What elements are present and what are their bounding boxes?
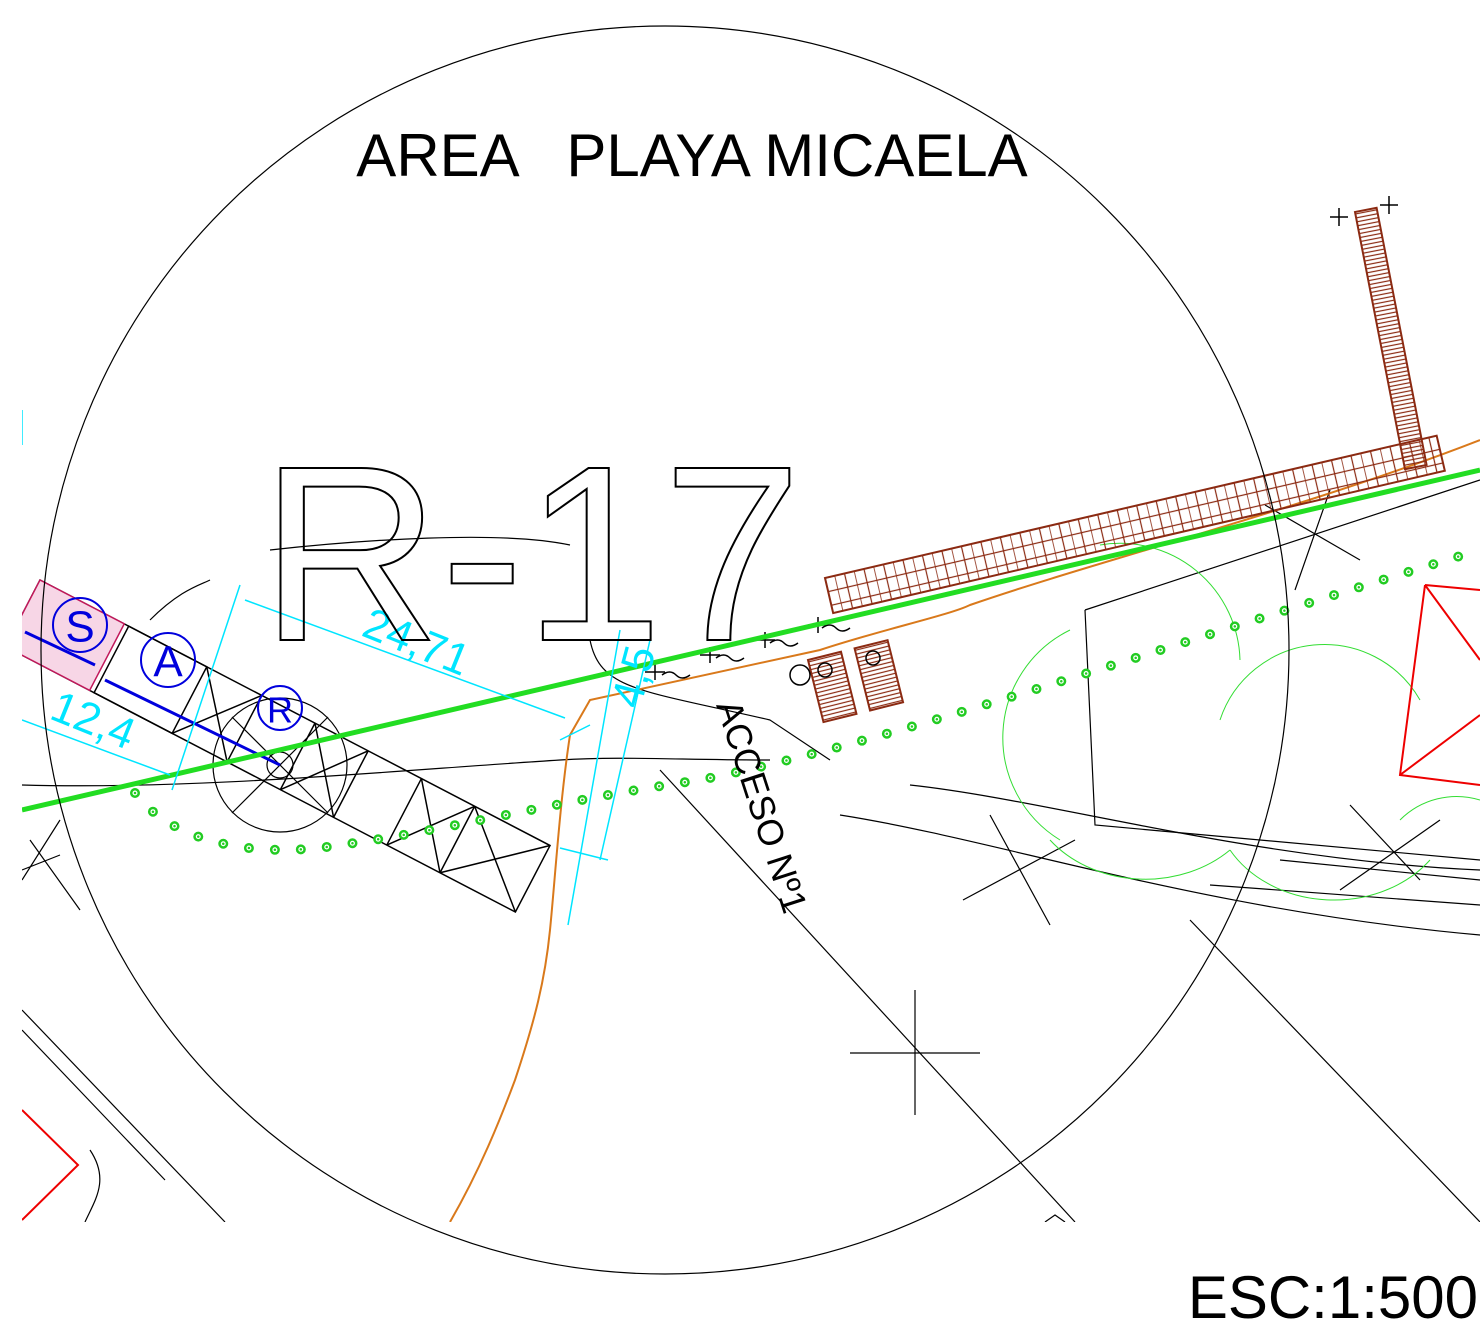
drawing-element — [840, 815, 1480, 935]
drawing-element — [855, 640, 903, 710]
drawing-element — [1230, 850, 1430, 900]
title: AREA PLAYA MICAELA — [356, 122, 1027, 189]
drawing-element — [1085, 610, 1480, 860]
scale-label: ESC:1:500 — [1188, 1264, 1478, 1331]
drawing-element — [825, 436, 1445, 613]
drawing-element — [1220, 644, 1420, 720]
drawing-element — [1045, 1215, 1065, 1222]
zone-label: R-17 — [260, 414, 802, 693]
drawing-element — [172, 667, 550, 912]
site-plan: S A R 24,71 12,4 4,5 ACCESO Nº1 R-17 — [0, 0, 1484, 1335]
drawing-element — [1355, 208, 1427, 469]
marker-label: R — [267, 690, 293, 731]
drawing-element — [1340, 805, 1440, 890]
drawing-element — [808, 640, 903, 722]
drawing-element — [1400, 585, 1480, 785]
drawing-element — [825, 436, 1445, 613]
drawing-element — [1355, 208, 1427, 469]
drawing-element — [22, 1110, 78, 1220]
drawing-element — [22, 820, 80, 910]
drawing-element — [660, 770, 1075, 1222]
marker-label: S — [65, 603, 94, 652]
tree-canopies — [1003, 543, 1480, 900]
drawing-element — [1050, 840, 1230, 879]
drawing-element — [808, 652, 856, 722]
drawing-element — [963, 815, 1075, 925]
drawing-element — [22, 1030, 165, 1180]
access-label: ACCESO Nº1 — [708, 695, 815, 918]
drawing-element — [1100, 543, 1240, 660]
drawing-element — [850, 990, 980, 1115]
drawing-element — [1210, 885, 1480, 905]
drawing-element — [85, 1150, 100, 1222]
drawing-element — [910, 785, 1480, 870]
drawing-element — [1400, 797, 1480, 820]
drawing-element — [150, 580, 210, 620]
drawing-element — [1190, 920, 1480, 1222]
dimension-label: 12,4 — [44, 682, 142, 760]
drawing: S A R 24,71 12,4 4,5 ACCESO Nº1 R-17 — [5, 196, 1480, 1222]
marker-label: A — [153, 638, 183, 687]
drawing-element — [1003, 630, 1070, 840]
